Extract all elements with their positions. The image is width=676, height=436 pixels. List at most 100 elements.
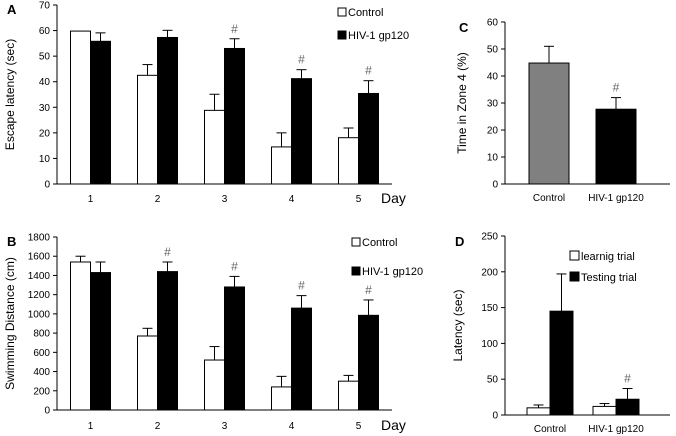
- bar-hiv-1-gp120-2: [157, 271, 178, 411]
- y-tick-label: 150: [481, 303, 498, 314]
- significance-mark: #: [298, 279, 305, 293]
- panel-c-ylabel: Time in Zone 4 (%): [455, 52, 469, 154]
- legend-swatch: [569, 271, 580, 282]
- bar-time-in-zone-4-hiv-1-gp120: [595, 108, 637, 185]
- x-tick-label: HIV-1 gp120: [588, 193, 644, 204]
- y-tick-label: 20: [487, 126, 499, 137]
- y-tick-label: 60: [39, 26, 51, 37]
- y-tick-label: 70: [39, 1, 51, 12]
- y-tick-label: 50: [39, 52, 51, 63]
- x-tick-label: HIV-1 gp120: [588, 424, 644, 435]
- bar-hiv-1-gp120-4: [291, 307, 312, 411]
- y-tick-label: 1000: [28, 309, 51, 320]
- bar-learnig-trial-hiv-1-gp120: [592, 405, 617, 416]
- bar-control-1: [70, 30, 91, 185]
- y-tick-label: 0: [492, 411, 498, 422]
- x-axis-label: Day: [381, 417, 406, 433]
- y-tick-label: 1800: [28, 233, 51, 244]
- panel-c: C Time in Zone 4 (%) 0 10 20 30 40 50 60 Control H…: [455, 18, 670, 204]
- bar-time-in-zone-4-control: [528, 62, 570, 185]
- panel-d: D Latency (sec) 0 50 100 150 200 250 Control HIV-…: [451, 232, 670, 435]
- x-tick-label: 3: [222, 421, 228, 432]
- y-tick-label: 100: [481, 339, 498, 350]
- x-tick-label: 4: [289, 421, 295, 432]
- bar-testing-trial-control: [549, 310, 574, 416]
- bar-hiv-1-gp120-2: [157, 36, 178, 185]
- x-tick-label: 5: [356, 194, 362, 205]
- x-tick-label: 1: [88, 421, 94, 432]
- y-tick-label: 800: [33, 329, 50, 340]
- y-tick-label: 0: [44, 406, 50, 417]
- legend-label: Control: [348, 7, 383, 19]
- legend-swatch: [337, 7, 347, 17]
- bar-control-4: [271, 146, 292, 185]
- panel-a-ylabel: Escape latency (sec): [3, 39, 17, 150]
- panel-a-letter: A: [7, 2, 17, 17]
- legend-label: Testing trial: [581, 272, 637, 284]
- legend-swatch: [351, 266, 361, 276]
- y-tick-label: 1400: [28, 271, 51, 282]
- legend-swatch: [351, 237, 361, 247]
- x-tick-label: Control: [533, 193, 565, 204]
- significance-mark: #: [613, 81, 620, 95]
- x-axis-label: Day: [381, 190, 406, 206]
- significance-mark: #: [231, 22, 238, 36]
- x-tick-label: 3: [222, 194, 228, 205]
- legend-label: learnig trial: [581, 251, 635, 263]
- y-tick-label: 250: [481, 232, 498, 243]
- y-tick-label: 10: [487, 153, 499, 164]
- y-tick-label: 600: [33, 348, 50, 359]
- panel-d-letter: D: [455, 234, 464, 249]
- panel-d-ylabel: Latency (sec): [451, 289, 465, 361]
- bar-control-5: [338, 380, 359, 411]
- y-tick-label: 30: [487, 99, 499, 110]
- bar-control-2: [137, 74, 158, 185]
- bar-hiv-1-gp120-5: [358, 314, 379, 411]
- y-tick-label: 20: [39, 128, 51, 139]
- y-tick-label: 200: [481, 267, 498, 278]
- bar-hiv-1-gp120-4: [291, 78, 312, 185]
- bar-control-3: [204, 359, 225, 411]
- y-tick-label: 30: [39, 103, 51, 114]
- y-tick-label: 0: [492, 180, 498, 191]
- bar-learnig-trial-control: [526, 407, 551, 416]
- bar-testing-trial-hiv-1-gp120: [615, 398, 640, 416]
- y-tick-label: 1200: [28, 290, 51, 301]
- panel-b: B Swimming Distance (cm) 0 200 400 600 800 1000…: [3, 233, 423, 434]
- x-tick-label: 5: [356, 421, 362, 432]
- panel-c-letter: C: [459, 20, 469, 35]
- y-tick-label: 400: [33, 367, 50, 378]
- y-tick-label: 60: [487, 18, 499, 29]
- bar-hiv-1-gp120-3: [224, 47, 245, 185]
- legend-swatch: [569, 250, 580, 261]
- significance-mark: #: [231, 259, 238, 273]
- y-tick-label: 200: [33, 386, 50, 397]
- x-tick-label: Control: [534, 424, 566, 435]
- x-tick-label: 2: [155, 421, 161, 432]
- significance-mark: #: [164, 245, 171, 259]
- x-tick-label: 4: [289, 194, 295, 205]
- y-tick-label: 40: [487, 72, 499, 83]
- bar-hiv-1-gp120-1: [90, 40, 111, 185]
- bar-hiv-1-gp120-1: [90, 272, 111, 411]
- y-tick-label: 0: [44, 180, 50, 191]
- bar-control-2: [137, 335, 158, 411]
- legend-swatch: [337, 30, 347, 40]
- y-tick-label: 1600: [28, 252, 51, 263]
- panel-b-letter: B: [7, 234, 16, 249]
- y-tick-label: 50: [487, 45, 499, 56]
- significance-mark: #: [365, 64, 372, 78]
- x-tick-label: 2: [155, 194, 161, 205]
- bar-hiv-1-gp120-3: [224, 286, 245, 411]
- x-tick-label: 1: [88, 194, 94, 205]
- significance-mark: #: [624, 372, 631, 386]
- panel-a: A Escape latency (sec) 0 10 20 30 40 50 60 70 1 2 3 4…: [3, 1, 409, 207]
- y-tick-label: 50: [487, 375, 499, 386]
- bar-control-5: [338, 137, 359, 185]
- legend-label: HIV-1 gp120: [362, 266, 423, 278]
- y-tick-label: 40: [39, 77, 51, 88]
- panel-b-ylabel: Swimming Distance (cm): [3, 257, 17, 390]
- legend-label: Control: [362, 237, 397, 249]
- bar-control-4: [271, 386, 292, 411]
